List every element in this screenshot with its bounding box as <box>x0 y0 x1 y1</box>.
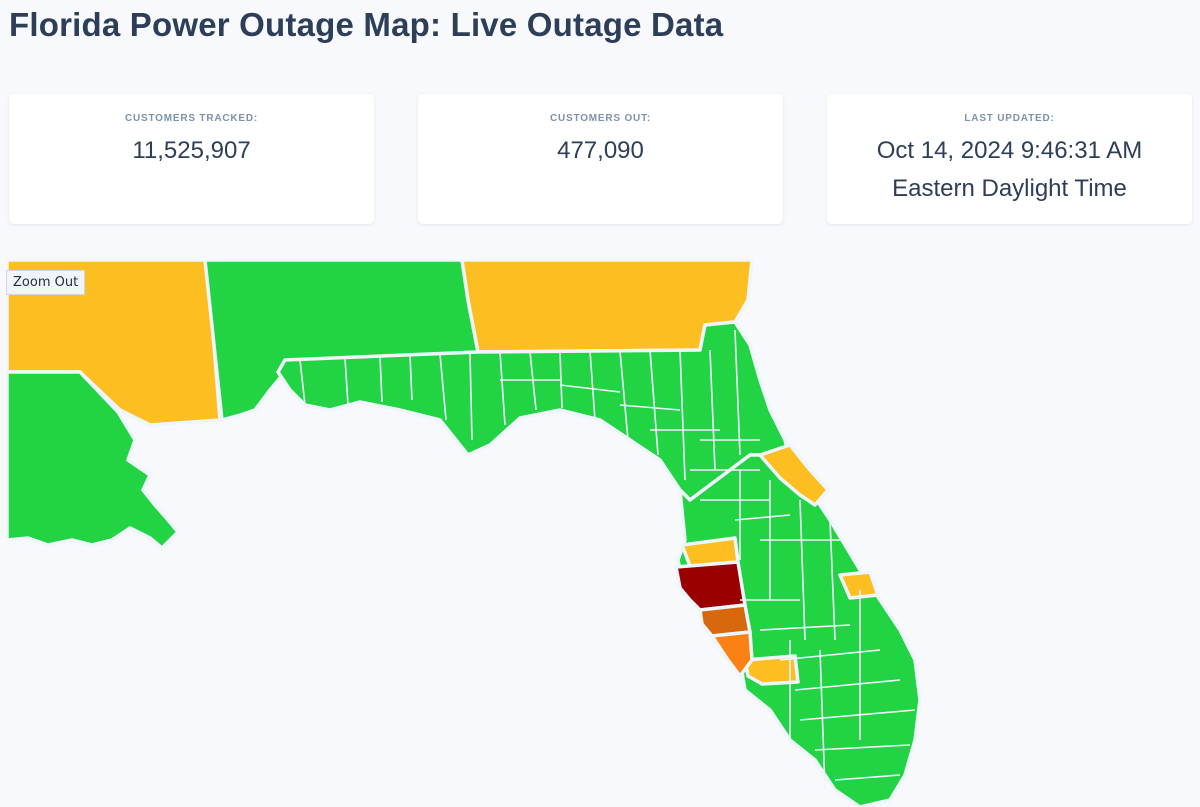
outage-map[interactable] <box>7 260 1200 807</box>
customers-out-value: 477,090 <box>557 137 644 164</box>
customers-tracked-label: CUSTOMERS TRACKED: <box>124 113 259 124</box>
customers-out-label: CUSTOMERS OUT: <box>549 113 652 124</box>
last-updated-datetime: Oct 14, 2024 9:46:31 AM <box>876 137 1143 164</box>
region-sarasota[interactable] <box>710 630 754 678</box>
customers-tracked-value: 11,525,907 <box>132 137 251 164</box>
last-updated-timezone: Eastern Daylight Time <box>892 175 1127 202</box>
outage-map-svg <box>7 260 922 807</box>
last-updated-value: Oct 14, 2024 9:46:31 AM Eastern Daylight… <box>827 132 1192 208</box>
region-hillsborough[interactable] <box>674 560 747 612</box>
stats-row: CUSTOMERS TRACKED: 11,525,907 CUSTOMERS … <box>9 94 1192 224</box>
last-updated-card: LAST UPDATED: Oct 14, 2024 9:46:31 AM Ea… <box>827 94 1192 224</box>
region-desoto[interactable] <box>743 654 800 686</box>
region-brevard-south[interactable] <box>838 570 880 600</box>
region-volusia[interactable] <box>758 443 830 507</box>
customers-tracked-card: CUSTOMERS TRACKED: 11,525,907 <box>9 94 374 224</box>
county-boundaries <box>299 329 916 791</box>
region-louisiana[interactable] <box>7 370 180 550</box>
customers-out-card: CUSTOMERS OUT: 477,090 <box>418 94 783 224</box>
last-updated-label: LAST UPDATED: <box>964 113 1055 124</box>
page-title: Florida Power Outage Map: Live Outage Da… <box>9 6 724 43</box>
zoom-out-button[interactable]: Zoom Out <box>6 270 86 295</box>
